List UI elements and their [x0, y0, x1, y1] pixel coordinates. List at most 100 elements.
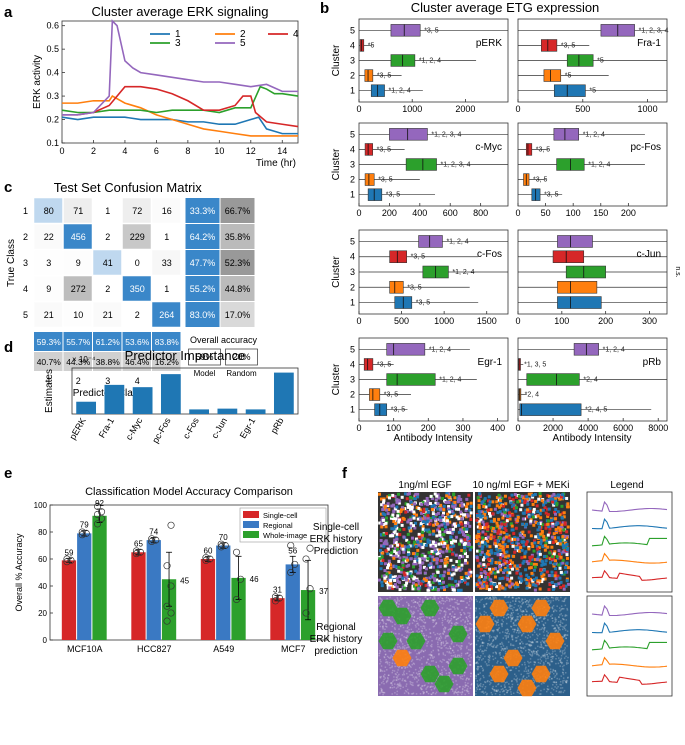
cell-dot [424, 528, 428, 532]
cell-dot [478, 513, 482, 517]
texture-dot [529, 599, 531, 601]
texture-dot [412, 612, 414, 614]
texture-dot [538, 633, 541, 635]
texture-dot [465, 627, 467, 629]
cell-dot [489, 549, 493, 553]
texture-dot [439, 673, 441, 675]
texture-dot [494, 636, 497, 638]
data-point [132, 547, 141, 555]
bar-Single-cell-HCC827 [131, 552, 146, 640]
texture-dot [417, 602, 419, 604]
legend-swatch-Regional [243, 521, 259, 528]
y-axis-label: Cluster [331, 148, 342, 180]
cell-dot [447, 568, 451, 572]
texture-dot [432, 619, 435, 621]
data-point [306, 544, 314, 552]
cell-dot [417, 532, 421, 536]
texture-dot [458, 645, 460, 647]
cell-dot [404, 578, 408, 582]
texture-dot [397, 678, 400, 681]
texture-dot [443, 616, 445, 618]
texture-dot [406, 601, 408, 604]
cell-dot [516, 564, 520, 568]
texture-dot [378, 684, 381, 686]
texture-dot [477, 640, 479, 642]
cell-dot [537, 541, 541, 545]
cell-dot [475, 536, 479, 540]
texture-dot [449, 668, 451, 671]
sig-text-3: *2, 4 [583, 377, 598, 384]
texture-dot [466, 618, 469, 620]
texture-dot [476, 615, 478, 618]
texture-dot [431, 682, 433, 685]
cell-dot [430, 497, 434, 501]
texture-dot [455, 618, 458, 621]
cell-dot [433, 517, 437, 521]
texture-dot [454, 608, 456, 610]
texture-dot [468, 664, 471, 666]
texture-dot [379, 659, 382, 661]
texture-dot [566, 680, 569, 682]
texture-dot [465, 677, 468, 680]
cell-dot [509, 559, 513, 563]
panel-d-title: Predictor Importance [125, 348, 246, 363]
cell-dot [520, 503, 524, 507]
cell-dot [554, 523, 558, 527]
cell-dot [383, 504, 387, 508]
cell-dot [411, 536, 415, 540]
cell-dot [548, 540, 552, 544]
texture-dot [483, 610, 486, 613]
texture-dot [418, 670, 420, 673]
texture-dot [422, 692, 425, 694]
cell-dot [551, 500, 555, 504]
cell-dot [459, 576, 463, 580]
cell-dot [558, 539, 562, 543]
cell-dot [514, 509, 518, 513]
texture-dot [504, 596, 507, 598]
texture-dot [537, 598, 540, 600]
cell-dot [522, 540, 526, 544]
texture-dot [389, 686, 392, 689]
texture-dot [401, 634, 403, 636]
texture-dot [496, 629, 499, 631]
texture-dot [490, 601, 492, 604]
cell-dot [539, 542, 543, 546]
texture-dot [495, 690, 497, 692]
cell-dot [438, 582, 442, 586]
cell-dot [479, 515, 483, 519]
texture-dot [567, 676, 569, 679]
texture-dot [413, 605, 415, 608]
cell-dot [510, 524, 514, 528]
sig-text-2: *2, 4 [525, 392, 540, 399]
texture-dot [476, 600, 478, 603]
texture-dot [436, 641, 439, 644]
texture-dot [445, 647, 447, 649]
cell-dot [475, 556, 479, 560]
cell-dot [393, 583, 397, 587]
cell-dot [391, 516, 395, 520]
texture-dot [542, 655, 544, 658]
cell-dot [494, 544, 498, 548]
texture-dot [407, 626, 409, 628]
texture-dot [520, 647, 522, 649]
cell-dot [445, 557, 449, 561]
texture-dot [520, 610, 523, 613]
texture-dot [511, 607, 513, 610]
cell-dot [498, 501, 502, 505]
texture-dot [541, 646, 543, 648]
cell-dot [518, 499, 522, 503]
y-axis-label: Cluster [331, 44, 342, 76]
cell-dot [468, 524, 472, 528]
texture-dot [501, 643, 504, 645]
texture-dot [476, 630, 478, 633]
texture-dot [552, 669, 555, 672]
texture-dot [496, 616, 498, 618]
cell-dot [393, 495, 397, 499]
cell-dot [433, 577, 437, 581]
value-label: 74 [149, 527, 158, 536]
texture-dot [527, 675, 530, 677]
cell-dot [505, 550, 509, 554]
cell-dot [546, 494, 550, 498]
texture-dot [457, 674, 459, 677]
hex-region [448, 657, 468, 675]
